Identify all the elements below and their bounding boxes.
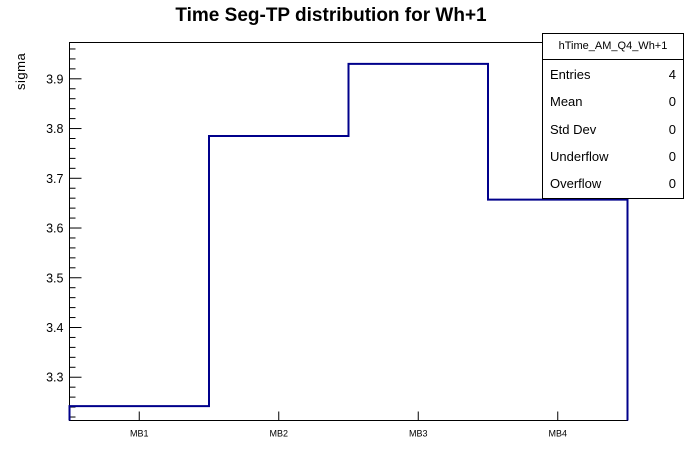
stats-box: hTime_AM_Q4_Wh+1 Entries 4 Mean 0 Std De… [542, 33, 684, 199]
stat-label: Entries [550, 67, 591, 83]
stats-row-stddev: Std Dev 0 [543, 115, 683, 142]
stat-value: 0 [668, 121, 676, 137]
y-tick-label: 3.8 [46, 122, 63, 136]
stat-label: Std Dev [550, 121, 597, 137]
y-tick-label: 3.5 [46, 271, 63, 285]
stat-value: 4 [668, 67, 676, 83]
stat-value: 0 [668, 94, 676, 110]
y-tick-label: 3.6 [46, 222, 63, 236]
stat-label: Underflow [550, 148, 609, 164]
y-tick-label: 3.4 [46, 321, 63, 335]
y-tick-label: 3.7 [46, 172, 63, 186]
stats-row-mean: Mean 0 [543, 88, 683, 115]
x-tick-label: MB2 [269, 429, 288, 439]
x-tick-label: MB3 [409, 429, 428, 439]
stats-box-title: hTime_AM_Q4_Wh+1 [543, 34, 683, 60]
chart-title: Time Seg-TP distribution for Wh+1 [175, 5, 487, 26]
stats-row-entries: Entries 4 [543, 61, 683, 88]
stat-value: 0 [668, 175, 676, 191]
x-tick-label: MB1 [130, 429, 149, 439]
stats-box-body: Entries 4 Mean 0 Std Dev 0 Underflow 0 O… [543, 60, 683, 198]
x-tick-label: MB4 [548, 429, 567, 439]
stat-label: Overflow [550, 175, 602, 191]
stats-row-overflow: Overflow 0 [543, 170, 683, 197]
stat-value: 0 [668, 148, 676, 164]
stat-label: Mean [550, 94, 583, 110]
y-tick-label: 3.3 [46, 371, 63, 385]
y-tick-label: 3.9 [46, 72, 63, 86]
stats-row-underflow: Underflow 0 [543, 143, 683, 170]
histogram-step-line [68, 62, 629, 421]
